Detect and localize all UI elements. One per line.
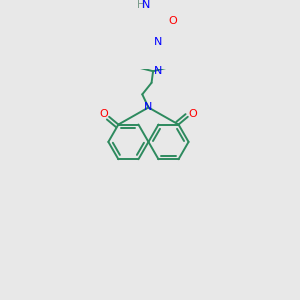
Text: N: N xyxy=(142,0,150,10)
Text: N: N xyxy=(144,103,153,112)
Text: O: O xyxy=(189,110,198,119)
Text: N: N xyxy=(154,37,163,47)
Text: H: H xyxy=(137,0,145,10)
Text: O: O xyxy=(169,16,178,26)
Text: N: N xyxy=(154,66,163,76)
Text: O: O xyxy=(99,110,108,119)
